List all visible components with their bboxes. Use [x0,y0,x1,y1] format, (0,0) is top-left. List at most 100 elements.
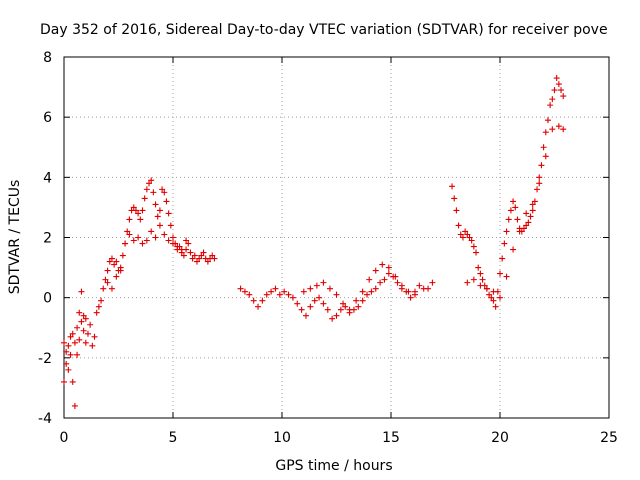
data-point [542,129,549,136]
data-point [355,303,362,310]
data-point [529,201,536,208]
data-point [237,285,244,292]
data-point [531,198,538,205]
data-point [510,246,517,253]
data-point [63,360,70,367]
data-point [76,309,83,316]
data-point [124,228,131,235]
data-point [71,339,78,346]
data-point [497,270,503,277]
data-point [520,225,527,232]
data-point [130,204,137,211]
data-point [529,207,536,214]
data-point [150,189,157,196]
data-point [211,255,218,262]
data-point [78,318,85,325]
data-point [483,285,490,292]
data-point [475,264,482,271]
y-tick-label: 6 [43,110,52,126]
data-point [512,204,519,211]
x-tick-label: 20 [491,430,509,446]
data-point [479,276,486,283]
data-point [255,303,262,310]
data-point [466,234,473,241]
data-point [353,297,360,304]
data-point [137,216,144,223]
data-point [148,228,155,235]
data-point [161,189,168,196]
y-tick-label: 8 [43,50,52,66]
data-point [183,237,190,244]
data-point [65,366,72,373]
data-point [191,252,198,259]
data-point [453,207,460,214]
data-point [174,243,181,250]
data-point [119,252,126,259]
data-point [246,291,253,298]
data-point [451,195,458,202]
data-point [377,279,384,286]
data-point [165,210,172,217]
data-point [311,297,318,304]
data-point [507,207,514,214]
data-point [82,315,89,322]
data-point [89,342,96,349]
data-point [457,231,464,238]
data-point [104,267,111,274]
data-point [69,378,76,385]
data-point [113,273,120,280]
data-point [385,270,392,277]
data-point [499,255,506,262]
data-point [154,213,161,220]
data-point [527,213,534,220]
data-point [411,291,418,298]
data-point [538,162,545,169]
data-point [193,258,200,265]
data-point [268,288,275,295]
data-point [320,279,327,286]
y-tick-label: -4 [38,411,52,427]
data-point [148,177,155,184]
data-point [91,333,98,340]
data-point [473,249,480,256]
data-point [468,237,475,244]
data-point [102,276,109,283]
x-tick-label: 25 [600,430,618,446]
y-tick-label: 0 [43,291,52,307]
data-point [139,207,146,214]
data-point [300,288,307,295]
data-point [549,126,556,133]
data-point [379,261,386,268]
data-point [61,339,67,346]
data-point [486,291,493,298]
x-tick-label: 15 [382,430,400,446]
data-point [74,351,81,358]
data-point [497,294,503,301]
data-point [76,336,83,343]
x-tick-label: 5 [169,430,178,446]
data-point [98,297,105,304]
data-point [93,309,100,316]
data-point [74,324,81,331]
y-tick-label: 4 [43,170,52,186]
data-point [126,216,133,223]
data-point [87,321,94,328]
data-point [425,285,432,292]
data-point [108,255,115,262]
data-point [329,315,336,322]
data-point [294,300,301,307]
data-point [342,303,349,310]
data-point [187,249,194,256]
data-point [100,285,107,292]
data-point [139,240,146,247]
data-point [488,294,495,301]
data-point [178,246,185,253]
data-point [146,180,153,187]
data-point [523,222,530,229]
data-point [159,186,166,193]
data-point [209,252,216,259]
axis-ticks: 0 5 10 15 20 25 -4 -2 0 2 4 6 8 [38,50,618,446]
data-point [536,174,543,181]
data-point [106,258,113,265]
data-point [180,252,187,259]
